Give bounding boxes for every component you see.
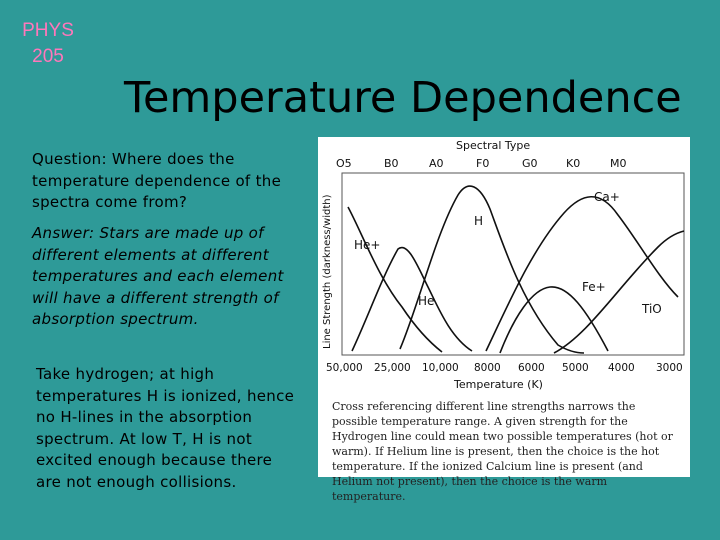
spectral-type-k0: K0 xyxy=(566,157,580,170)
temp-tick-3000: 3000 xyxy=(656,362,683,374)
plot-frame xyxy=(341,172,685,356)
spectral-type-label: Spectral Type xyxy=(456,139,530,152)
temp-tick-6000: 6000 xyxy=(518,362,545,374)
fe-plus-label: Fe+ xyxy=(582,280,606,294)
figure-caption: Cross referencing different line strengt… xyxy=(332,400,673,503)
tio-curve xyxy=(553,230,685,354)
spectral-type-m0: M0 xyxy=(610,157,627,170)
temp-tick-25000: 25,000 xyxy=(374,362,411,374)
he-curve xyxy=(351,246,473,352)
y-axis-label: Line Strength (darkness/width) xyxy=(322,194,333,349)
line-strength-chart: Spectral Type O5 B0 A0 F0 G0 K0 M0 Line … xyxy=(322,139,685,391)
spectral-type-o5: O5 xyxy=(336,157,352,170)
spectral-type-a0: A0 xyxy=(429,157,444,170)
fe-plus-curve xyxy=(499,286,609,354)
he-label: He xyxy=(418,294,434,308)
h-curve xyxy=(399,185,585,354)
he-plus-label: He+ xyxy=(354,238,380,252)
slide-title: Temperature Dependence xyxy=(124,72,682,123)
temp-tick-10000: 10,000 xyxy=(422,362,459,374)
course-text: PHYS 205 xyxy=(22,20,74,67)
line-strength-figure: Spectral Type O5 B0 A0 F0 G0 K0 M0 Line … xyxy=(318,137,690,503)
ca-plus-label: Ca+ xyxy=(594,190,620,204)
h-label: H xyxy=(474,214,483,228)
tio-label: TiO xyxy=(641,302,662,316)
temp-tick-8000: 8000 xyxy=(474,362,501,374)
hydrogen-example-text: Take hydrogen; at high temperatures H is… xyxy=(36,365,295,491)
temp-tick-4000: 4000 xyxy=(608,362,635,374)
question-text: Question: Where does the temperature dep… xyxy=(32,150,282,211)
spectral-type-f0: F0 xyxy=(476,157,489,170)
temp-tick-50000: 50,000 xyxy=(326,362,363,374)
spectral-type-b0: B0 xyxy=(384,157,399,170)
he-plus-curve xyxy=(347,206,443,353)
x-axis-label: Temperature (K) xyxy=(453,378,543,391)
spectral-type-g0: G0 xyxy=(522,157,538,170)
temp-tick-5000: 5000 xyxy=(562,362,589,374)
answer-text: Answer: Stars are made up of different e… xyxy=(32,224,284,328)
course-label: PHYS 205 xyxy=(8,18,88,70)
